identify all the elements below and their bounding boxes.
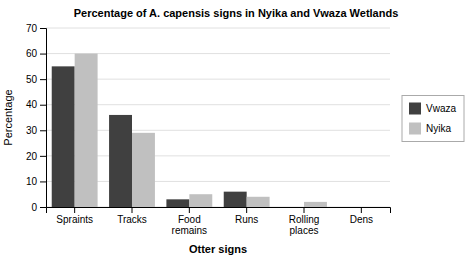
x-tick-label: Spraints	[56, 214, 93, 225]
y-tick: 60	[26, 48, 46, 59]
chart: 0 10 20 30 40 50 60 70 Spraints Tracks Foodremains…	[0, 0, 472, 259]
y-tick: 50	[26, 74, 46, 85]
x-tick-label: Rollingplaces	[289, 214, 320, 236]
y-tick-mark	[40, 105, 46, 106]
x-tick-label-line: remains	[172, 225, 208, 236]
x-tick: Tracks	[117, 207, 147, 225]
y-tick: 0	[31, 202, 46, 213]
x-tick-label: Foodremains	[172, 214, 208, 236]
x-tick-label-line: places	[290, 225, 319, 236]
x-tick-label-line: Food	[178, 214, 201, 225]
y-tick-label: 20	[26, 151, 38, 162]
y-tick: 10	[26, 176, 46, 187]
x-tick: Dens	[350, 207, 373, 225]
x-axis-title: Otter signs	[189, 243, 247, 255]
bar	[224, 192, 247, 207]
y-tick-mark	[40, 130, 46, 131]
y-axis-title: Percentage	[2, 89, 14, 145]
y-tick: 40	[26, 99, 46, 110]
x-axis-line	[47, 208, 391, 214]
x-tick-label-line: Dens	[350, 214, 373, 225]
x-tick-mark	[361, 207, 362, 213]
bar-series	[75, 54, 327, 207]
legend-item: Vwaza	[409, 103, 456, 115]
y-tick-label: 30	[26, 125, 38, 136]
y-tick-mark	[40, 181, 46, 182]
x-tick-mark	[246, 207, 247, 213]
y-tick: 30	[26, 125, 46, 136]
x-tick-label-line: Rolling	[289, 214, 320, 225]
legend: Vwaza Nyika	[402, 96, 464, 142]
bar	[132, 133, 155, 207]
y-tick-label: 60	[26, 48, 38, 59]
bar	[52, 66, 75, 207]
grid	[46, 28, 390, 207]
grid-line	[46, 28, 390, 29]
x-tick: Rollingplaces	[289, 207, 320, 236]
y-tick-label: 0	[31, 202, 37, 213]
legend-item: Nyika	[409, 123, 451, 135]
x-axis: Spraints Tracks Foodremains Runs Rollingplac…	[47, 207, 391, 236]
bar	[361, 207, 384, 208]
y-tick-mark	[40, 79, 46, 80]
x-tick-label: Runs	[235, 214, 258, 225]
x-tick: Spraints	[56, 207, 93, 225]
legend-label: Nyika	[426, 123, 451, 134]
x-tick-label-line: Spraints	[56, 214, 93, 225]
bar	[338, 207, 361, 208]
y-tick: 20	[26, 151, 46, 162]
y-tick-label: 40	[26, 99, 38, 110]
x-tick-mark	[74, 207, 75, 213]
y-tick: 70	[26, 23, 46, 34]
y-axis: 0 10 20 30 40 50 60 70	[26, 23, 47, 213]
bars	[52, 54, 327, 207]
legend-label: Vwaza	[426, 103, 456, 114]
y-tick-mark	[40, 54, 46, 55]
x-tick-label-line: Runs	[235, 214, 258, 225]
legend-swatch	[409, 103, 421, 115]
plot: 0 10 20 30 40 50 60 70 Spraints Tracks Foodremains…	[26, 23, 391, 236]
bar	[281, 207, 304, 208]
y-tick-label: 10	[26, 176, 38, 187]
x-tick-label: Dens	[350, 214, 373, 225]
legend-frame	[402, 96, 464, 142]
bar	[109, 115, 132, 207]
bar	[189, 194, 212, 207]
x-tick-mark	[189, 207, 190, 213]
y-tick-mark	[40, 28, 46, 29]
bar	[247, 197, 270, 207]
x-tick: Foodremains	[172, 207, 208, 236]
x-tick-label-line: Tracks	[117, 214, 147, 225]
y-tick-mark	[40, 156, 46, 157]
y-tick-label: 50	[26, 74, 38, 85]
y-axis-line	[40, 29, 47, 208]
bar	[304, 202, 327, 207]
bar	[166, 199, 189, 207]
x-tick-label: Tracks	[117, 214, 147, 225]
x-tick-mark	[304, 207, 305, 213]
y-tick-label: 70	[26, 23, 38, 34]
x-tick: Runs	[235, 207, 258, 225]
bar	[75, 54, 98, 207]
y-tick-mark	[40, 207, 46, 208]
legend-swatch	[409, 123, 421, 135]
title: Percentage of A. capensis signs in Nyika…	[74, 7, 399, 19]
x-tick-mark	[132, 207, 133, 213]
